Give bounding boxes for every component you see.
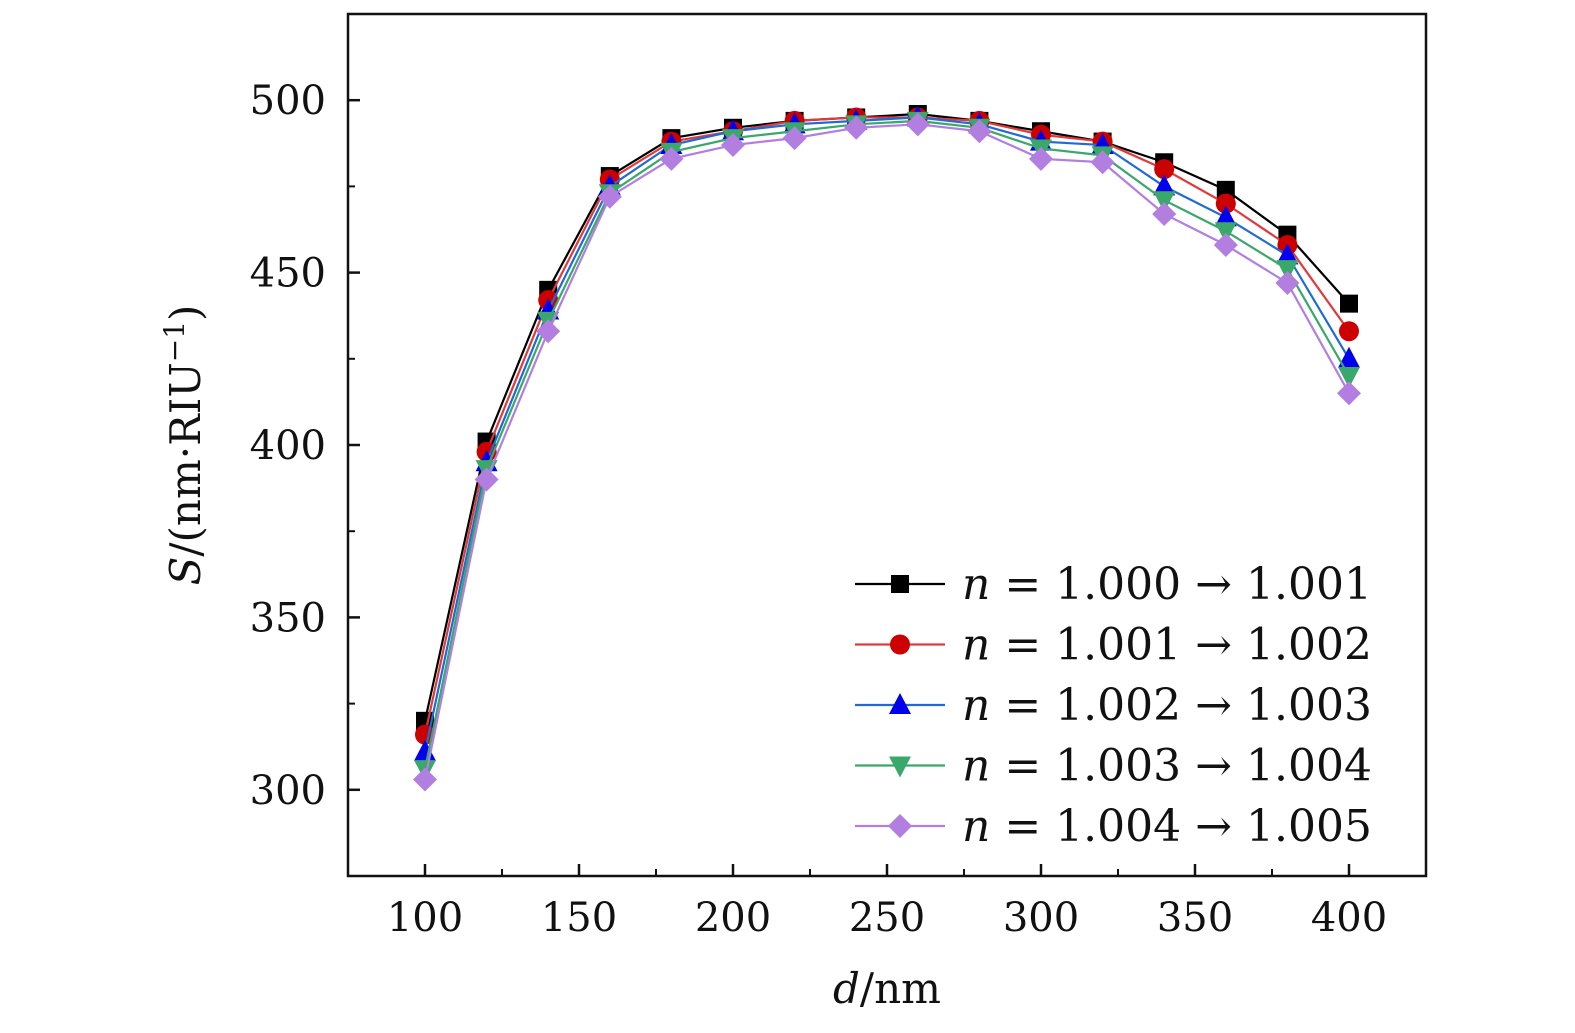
y-tick-label: 400: [250, 423, 326, 469]
data-point: [1153, 191, 1176, 213]
x-tick-label: 400: [1311, 895, 1387, 941]
x-tick-label: 300: [1003, 895, 1079, 941]
x-tick-label: 350: [1157, 895, 1233, 941]
x-axis: 100 150 200 250 300 350 400: [387, 864, 1387, 941]
data-point: [536, 319, 561, 344]
series-line: [423, 119, 1350, 770]
legend-item: n = 1.004 → 1.005: [855, 801, 1372, 852]
data-point: [1090, 150, 1115, 175]
y-axis-variable: S: [161, 557, 210, 586]
y-axis-title: S/(nm·RIU−1): [158, 305, 210, 586]
legend-item: n = 1.003 → 1.004: [855, 741, 1372, 792]
data-point: [1338, 346, 1360, 368]
data-point: [1152, 201, 1177, 226]
data-point: [1216, 180, 1235, 199]
y-axis: 300 350 400 450 500: [250, 78, 360, 814]
legend-item: n = 1.000 → 1.001: [855, 559, 1372, 610]
data-point: [474, 467, 499, 492]
data-point: [1215, 193, 1236, 214]
x-axis-variable: d: [833, 964, 860, 1013]
legend-label: n = 1.000 → 1.001: [962, 559, 1372, 610]
legend-label-variable: n: [962, 680, 990, 731]
data-point: [721, 133, 745, 158]
series-line: [423, 112, 1350, 722]
data-point: [1337, 381, 1361, 406]
series-line: [423, 116, 1350, 735]
data-point: [1276, 243, 1299, 265]
data-point: [1275, 270, 1300, 295]
legend-label: n = 1.004 → 1.005: [962, 801, 1372, 852]
data-point: [1214, 222, 1237, 244]
data-point: [1340, 294, 1358, 313]
legend-label-range: = 1.003 → 1.004: [990, 741, 1372, 792]
data-point: [782, 126, 807, 151]
x-axis-title: d/nm: [833, 964, 941, 1013]
y-tick-label: 500: [250, 78, 326, 124]
data-point: [1276, 260, 1299, 282]
data-point: [413, 767, 437, 792]
y-axis-unit: /(nm·RIU: [161, 362, 210, 556]
y-tick-label: 450: [250, 251, 326, 297]
legend-label-variable: n: [962, 559, 990, 610]
x-tick-label: 100: [387, 895, 463, 941]
series-5: [413, 112, 1361, 792]
series-layer: [413, 104, 1361, 792]
legend-marker: [890, 634, 910, 655]
legend-marker: [889, 756, 911, 778]
legend-marker: [888, 814, 912, 838]
data-point: [967, 119, 992, 144]
data-point: [844, 115, 869, 140]
series-line: [423, 116, 1350, 753]
x-axis-unit: /nm: [860, 964, 941, 1013]
series-line: [423, 123, 1350, 780]
data-point: [597, 184, 622, 209]
legend-label-variable: n: [962, 741, 990, 792]
legend-label: n = 1.001 → 1.002: [962, 620, 1372, 671]
data-point: [659, 146, 684, 171]
data-point: [1213, 233, 1238, 258]
legend-label: n = 1.002 → 1.003: [962, 680, 1372, 731]
data-point: [1339, 321, 1359, 342]
y-tick-label: 350: [250, 595, 326, 641]
data-point: [1338, 367, 1360, 389]
legend-marker: [891, 575, 909, 593]
legend-label-variable: n: [962, 620, 990, 671]
data-point: [1153, 174, 1176, 196]
y-tick-label: 300: [250, 768, 326, 814]
legend-label-range: = 1.004 → 1.005: [990, 801, 1372, 852]
x-tick-label: 250: [849, 895, 925, 941]
data-point: [1154, 159, 1175, 180]
legend-label-range: = 1.000 → 1.001: [990, 559, 1372, 610]
data-point: [1214, 205, 1237, 227]
legend-item: n = 1.001 → 1.002: [855, 620, 1372, 671]
legend-label: n = 1.003 → 1.004: [962, 741, 1372, 792]
data-point: [905, 112, 930, 137]
legend-label-range: = 1.001 → 1.002: [990, 620, 1372, 671]
y-axis-unit-exponent: −1: [158, 321, 191, 362]
legend-label-variable: n: [962, 801, 990, 852]
x-tick-label: 150: [541, 895, 617, 941]
data-point: [1029, 146, 1053, 171]
legend-label-range: = 1.002 → 1.003: [990, 680, 1372, 731]
legend-item: n = 1.002 → 1.003: [855, 680, 1372, 731]
y-axis-unit-close: ): [161, 305, 210, 321]
legend-marker: [889, 693, 911, 714]
x-tick-label: 200: [695, 895, 771, 941]
